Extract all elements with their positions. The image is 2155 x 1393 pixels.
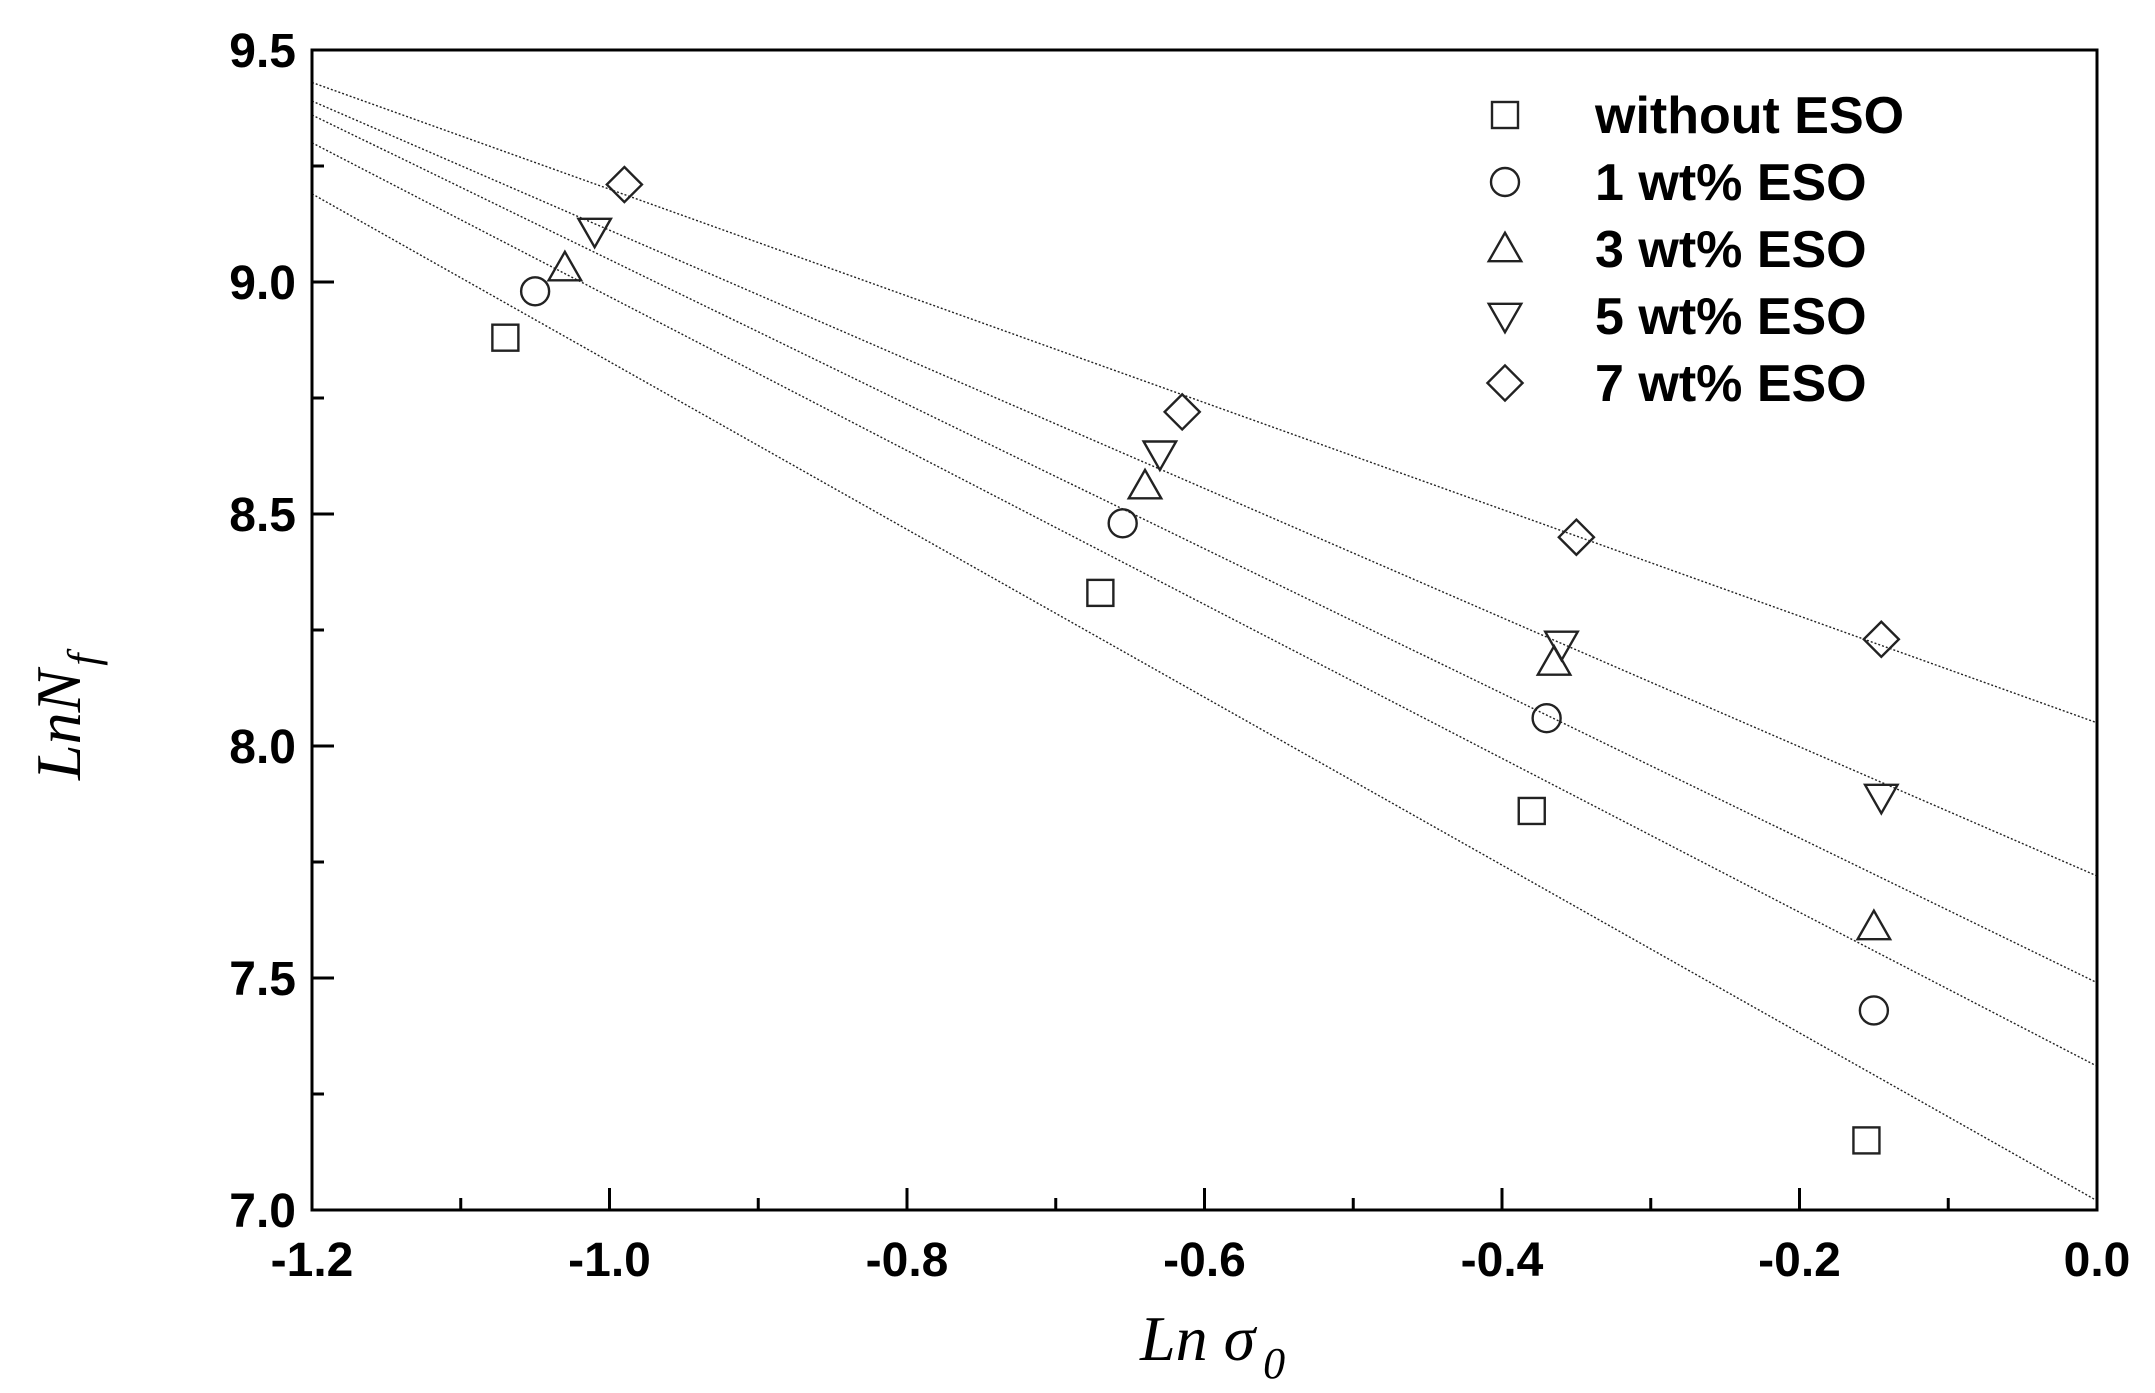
x-tick-label: -1.2 xyxy=(271,1234,354,1287)
legend-marker-circle xyxy=(1489,166,1521,198)
data-point-triangle-up xyxy=(1855,908,1893,941)
fit-line xyxy=(311,114,2098,984)
data-point-square xyxy=(1852,1126,1881,1155)
data-point-diamond xyxy=(1862,620,1901,659)
fit-line xyxy=(311,142,2098,1067)
legend-marker-triangle-down xyxy=(1486,302,1524,335)
legend-marker-square xyxy=(1490,100,1520,130)
x-tick-label: -0.2 xyxy=(1758,1234,1841,1287)
data-point-triangle-down xyxy=(1141,440,1179,473)
data-point-square xyxy=(1517,796,1546,826)
data-point-diamond xyxy=(1162,392,1202,432)
y-tick-label: 9.5 xyxy=(229,25,296,78)
legend-label: 1 wt% ESO xyxy=(1595,154,1867,212)
legend-label: 5 wt% ESO xyxy=(1595,288,1867,346)
data-point-triangle-down xyxy=(1543,630,1580,663)
x-axis-title-subscript: 0 xyxy=(1263,1339,1285,1388)
y-tick-label: 8.0 xyxy=(229,721,296,774)
legend-label: 7 wt% ESO xyxy=(1595,355,1867,413)
data-point-triangle-up xyxy=(546,249,584,282)
fit-line xyxy=(311,193,2098,1202)
x-tick-label: -0.6 xyxy=(1163,1234,1246,1287)
data-point-circle xyxy=(1531,702,1562,734)
data-point-triangle-down xyxy=(1862,783,1900,816)
data-markers xyxy=(491,165,1901,1155)
data-point-square xyxy=(1086,578,1115,608)
x-tick-label: 0.0 xyxy=(2064,1234,2131,1287)
data-point-circle xyxy=(1858,995,1890,1026)
x-tick-label: -0.4 xyxy=(1461,1234,1544,1287)
data-point-triangle-up xyxy=(1126,467,1164,500)
data-point-circle xyxy=(1107,508,1138,539)
legend-label: without ESO xyxy=(1594,87,1904,145)
data-point-square xyxy=(491,323,520,352)
x-tick-label: -1.0 xyxy=(568,1234,651,1287)
data-point-diamond xyxy=(1557,517,1596,557)
axis-ticks xyxy=(310,48,2099,1212)
legend-marker-diamond xyxy=(1485,363,1525,403)
data-point-triangle-up xyxy=(1535,643,1573,676)
data-point-triangle-down xyxy=(576,217,613,250)
y-axis-title-subscript: f xyxy=(59,648,108,666)
x-tick-label: -0.8 xyxy=(866,1234,949,1287)
fit-line xyxy=(311,81,2098,724)
x-axis-title-main: Ln σ xyxy=(1139,1303,1258,1374)
y-tick-label: 8.5 xyxy=(229,489,296,542)
fit-lines xyxy=(311,81,2098,1202)
y-axis-title-main: LnN xyxy=(23,666,94,781)
legend-marker-triangle-up xyxy=(1486,230,1524,263)
legend-label: 3 wt% ESO xyxy=(1595,221,1867,279)
y-tick-label: 7.0 xyxy=(229,1185,296,1238)
y-axis-title: LnNf xyxy=(23,648,108,781)
y-tick-label: 9.0 xyxy=(229,257,296,310)
legend: without ESO 1 wt% ESO 3 wt% ESO 5 wt% ESO 7 … xyxy=(1485,87,1904,413)
fit-line xyxy=(311,100,2098,877)
y-tick-label: 7.5 xyxy=(229,953,296,1006)
data-point-diamond xyxy=(605,165,644,204)
tick-labels: -1.2 -1.0 -0.8 -0.6 -0.4 -0.2 0.0 7.0 7.5 8.0 8.5 9… xyxy=(229,25,2130,1287)
data-point-circle xyxy=(519,276,551,307)
